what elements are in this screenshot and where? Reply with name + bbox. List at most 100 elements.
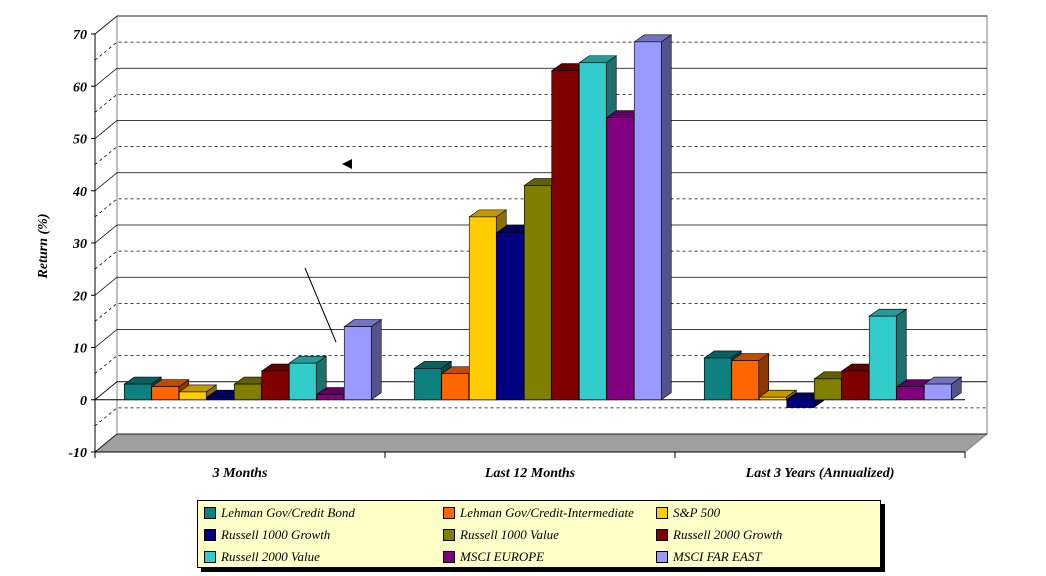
arrow-line-mark	[304, 267, 337, 343]
legend-item: Russell 1000 Growth	[204, 524, 443, 546]
major-gridline	[94, 276, 987, 296]
legend-label: Russell 2000 Value	[221, 549, 320, 564]
major-gridline	[94, 433, 987, 453]
bar-front	[923, 383, 952, 401]
legend-swatch	[656, 551, 668, 563]
category-label: Last 12 Months	[484, 466, 576, 481]
category-label: 3 Months	[212, 466, 268, 481]
bar	[288, 355, 328, 401]
legend-label: Lehman Gov/Credit Bond	[221, 505, 355, 520]
legend-label: MSCI EUROPE	[460, 549, 545, 564]
bar-front	[606, 117, 635, 401]
bar-front	[123, 383, 152, 401]
legend-item: Lehman Gov/Credit Bond	[204, 502, 443, 524]
legend-swatch	[204, 551, 216, 563]
minor-gridline	[94, 198, 987, 218]
category-label: Last 3 Years (Annualized)	[745, 466, 895, 481]
y-tick-label: 20	[72, 289, 87, 304]
bar	[923, 376, 963, 401]
bar-front	[496, 232, 525, 401]
minor-gridline	[94, 250, 987, 270]
minor-gridline	[94, 146, 987, 165]
labels: -10 0 10 20 30 40 50 60 70 3 Months Last 12 Months…	[68, 28, 894, 481]
major-gridline	[94, 172, 987, 192]
bar-front	[578, 62, 607, 401]
bars	[123, 34, 963, 409]
y-tick-label: 10	[73, 342, 87, 357]
bar-front	[868, 315, 897, 401]
minor-gridline	[94, 41, 987, 61]
legend: Lehman Gov/Credit Bond Lehman Gov/Credit-…	[197, 500, 881, 568]
bar-front	[813, 378, 842, 401]
legend-item: MSCI EUROPE	[443, 546, 656, 568]
legend-item: S&P 500	[656, 502, 876, 524]
legend-item: Russell 1000 Value	[443, 524, 656, 546]
legend-item: Russell 2000 Growth	[656, 524, 876, 546]
bar-front	[841, 370, 870, 401]
major-gridline	[94, 15, 987, 35]
bar-side	[660, 34, 672, 401]
bar	[633, 34, 673, 401]
bar-front	[233, 383, 262, 401]
y-axis-title: Return (%)	[36, 214, 51, 280]
legend-label: Lehman Gov/Credit-Intermediate	[460, 505, 634, 520]
bar-front	[633, 41, 662, 401]
bar-front	[786, 399, 815, 408]
bar-front	[343, 326, 372, 401]
y-tick-label: 60	[73, 80, 87, 95]
major-gridline	[94, 224, 987, 244]
legend-swatch	[443, 551, 455, 563]
y-tick-label: 40	[72, 185, 87, 200]
legend-label: Russell 1000 Value	[460, 527, 559, 542]
minor-gridline	[94, 407, 987, 427]
bar-front	[178, 391, 207, 401]
y-tick-label: -10	[68, 446, 87, 461]
legend-label: Russell 1000 Growth	[221, 527, 331, 542]
legend-item: Lehman Gov/Credit-Intermediate	[443, 502, 656, 524]
y-tick-label: 30	[72, 237, 87, 252]
y-tick-label: 50	[73, 133, 87, 148]
bar-front	[703, 357, 732, 401]
bar-front	[731, 360, 760, 401]
arrowhead-mark	[342, 159, 352, 169]
major-gridline	[94, 329, 987, 348]
legend-swatch	[656, 507, 668, 519]
bar-front	[261, 370, 290, 401]
y-tick-label: 70	[73, 28, 87, 43]
minor-gridline	[94, 93, 987, 113]
legend-item: Russell 2000 Value	[204, 546, 443, 568]
bar	[730, 352, 770, 401]
bar-front	[441, 373, 470, 401]
bar-front	[758, 396, 787, 401]
major-gridline	[94, 120, 987, 139]
bar-front	[523, 185, 552, 401]
zero-line	[94, 381, 987, 401]
bar-front	[206, 396, 235, 401]
floor-slab	[93, 433, 989, 453]
legend-swatch	[204, 529, 216, 541]
gridlines	[94, 15, 987, 453]
minor-gridline	[94, 355, 987, 374]
legend-label: Russell 2000 Growth	[673, 527, 783, 542]
legend-swatch	[204, 507, 216, 519]
legend-swatch	[656, 529, 668, 541]
legend-swatch	[443, 529, 455, 541]
bar	[868, 308, 908, 401]
bar-front	[288, 362, 317, 401]
bar-front	[151, 386, 180, 401]
minor-gridline	[94, 302, 987, 322]
bar-front	[896, 386, 925, 401]
bar-front	[551, 70, 580, 401]
bar-side	[370, 319, 382, 401]
bar	[343, 319, 383, 401]
legend-item: MSCI FAR EAST	[656, 546, 876, 568]
chart: -10 0 10 20 30 40 50 60 70 3 Months Last 12 Months…	[36, 14, 989, 481]
major-gridline	[94, 67, 987, 87]
bar	[758, 389, 798, 401]
bar-front	[316, 394, 345, 401]
legend-label: MSCI FAR EAST	[673, 549, 762, 564]
legend-swatch	[443, 507, 455, 519]
legend-label: S&P 500	[673, 505, 721, 520]
bar-front	[468, 216, 497, 401]
y-tick-label: 0	[80, 394, 87, 409]
